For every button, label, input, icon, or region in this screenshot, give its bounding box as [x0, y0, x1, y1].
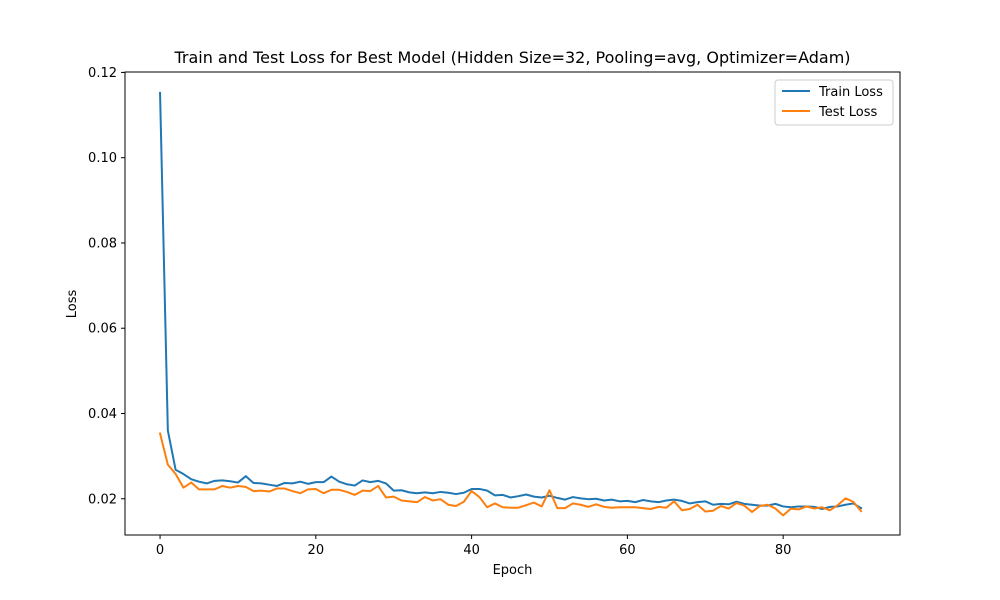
legend-label-test-loss: Test Loss	[818, 105, 877, 120]
y-axis: 0.02 0.04 0.06 0.08 0.10 0.12	[88, 66, 125, 507]
y-tick-label: 0.12	[88, 66, 117, 81]
x-axis: 0 20 40 60 80	[156, 535, 792, 558]
x-tick-label: 60	[619, 543, 636, 558]
y-tick-label: 0.06	[88, 322, 117, 337]
chart-title: Train and Test Loss for Best Model (Hidd…	[173, 48, 850, 67]
axes-frame	[124, 71, 901, 536]
plot-area	[158, 91, 863, 517]
x-tick-label: 80	[775, 543, 792, 558]
legend-label-train-loss: Train Loss	[818, 85, 883, 100]
legend: Train Loss Test Loss	[774, 79, 894, 126]
y-tick-label: 0.04	[88, 407, 117, 422]
x-axis-label: Epoch	[493, 563, 533, 578]
y-tick-label: 0.10	[88, 151, 117, 166]
x-tick-label: 20	[308, 543, 325, 558]
y-axis-label: Loss	[65, 290, 80, 319]
y-tick-label: 0.08	[88, 236, 117, 251]
series-line-train-loss	[159, 91, 863, 510]
y-tick-label: 0.02	[88, 492, 117, 507]
series-line-test-loss	[158, 432, 863, 517]
x-tick-label: 40	[463, 543, 480, 558]
x-tick-label: 0	[156, 543, 164, 558]
